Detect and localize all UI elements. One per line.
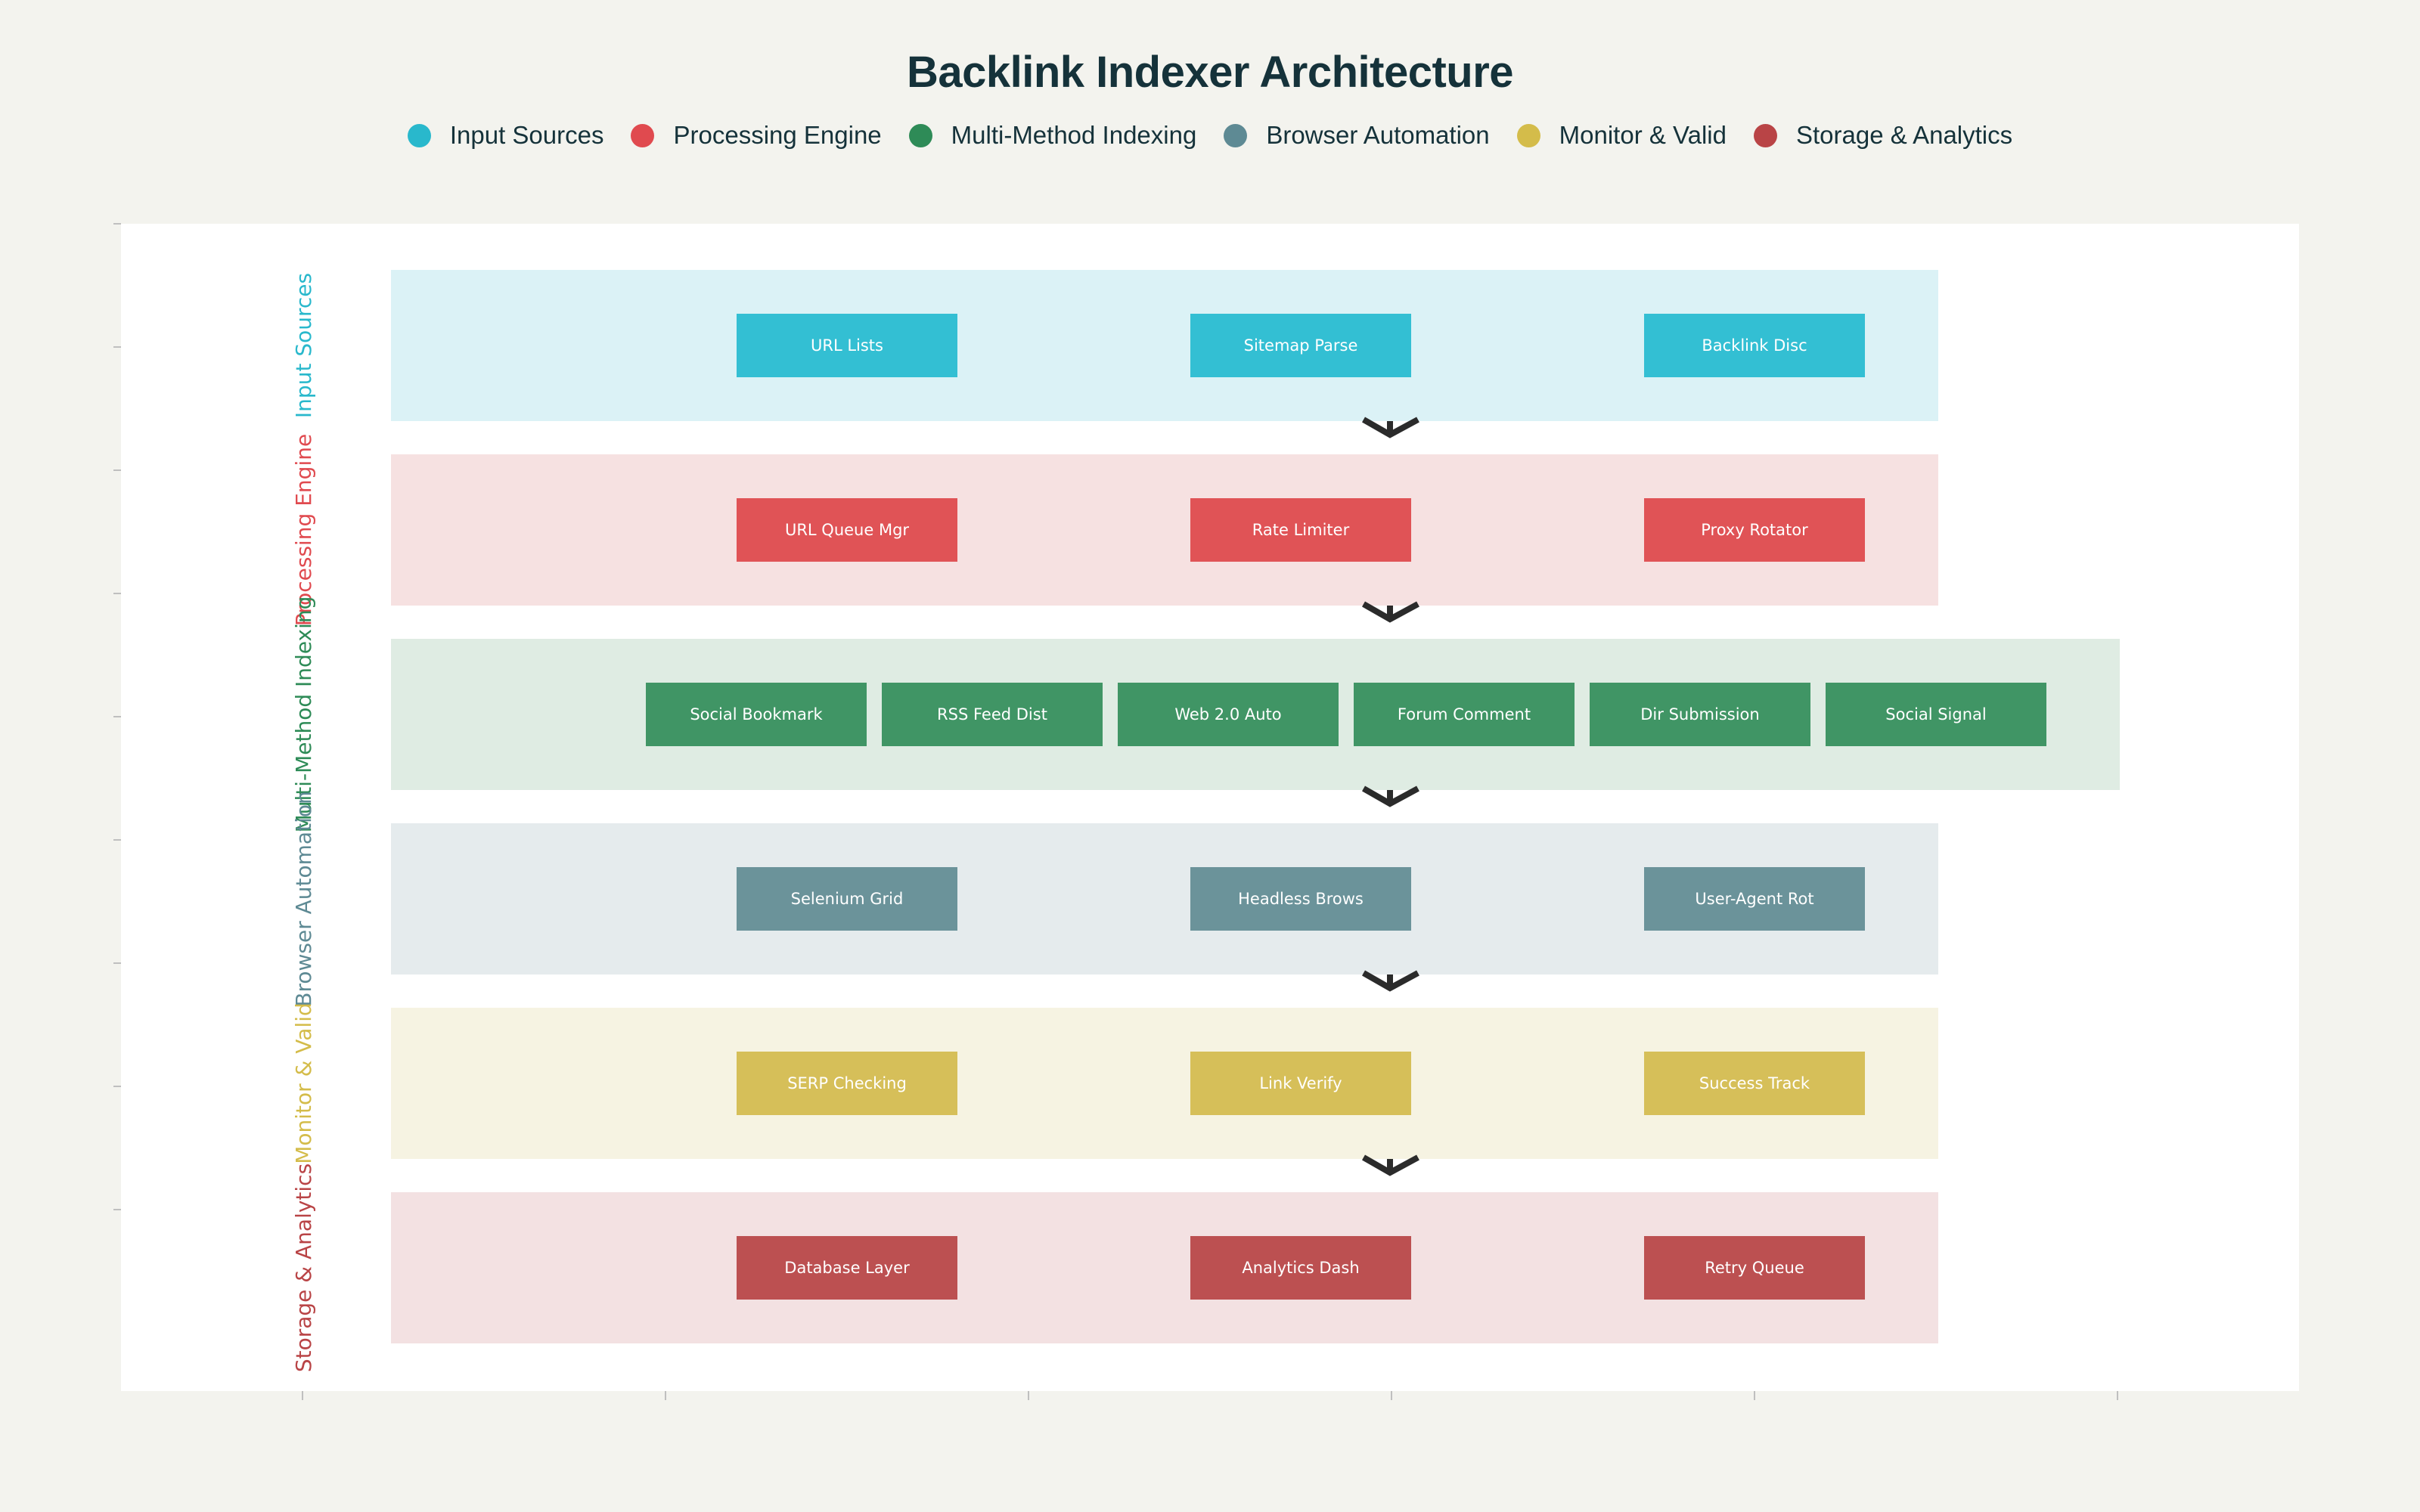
diagram-title: Backlink Indexer Architecture	[906, 48, 1514, 97]
component-box-analytics-dash	[1190, 1236, 1411, 1300]
component-label-url-lists: URL Lists	[811, 336, 883, 355]
component-box-success-track	[1644, 1052, 1865, 1115]
component-box-social-bookmark	[646, 683, 867, 746]
component-box-rss-feed-dist	[882, 683, 1103, 746]
legend-item-monitor-valid[interactable]: Monitor & Valid	[1516, 121, 1727, 150]
component-label-sitemap-parse: Sitemap Parse	[1244, 336, 1358, 355]
component-box-selenium-grid	[737, 867, 957, 931]
component-box-url-queue-mgr	[737, 498, 957, 562]
component-label-rss-feed-dist: RSS Feed Dist	[937, 705, 1047, 723]
legend-marker	[631, 123, 655, 147]
component-label-rate-limiter: Rate Limiter	[1252, 521, 1350, 539]
component-box-url-lists	[737, 314, 957, 377]
legend-marker	[1753, 123, 1777, 147]
component-box-user-agent-rot	[1644, 867, 1865, 931]
component-label-link-verify: Link Verify	[1259, 1074, 1342, 1092]
legend-label: Multi-Method Indexing	[951, 121, 1197, 149]
legend-marker	[1516, 123, 1540, 147]
legend-marker	[1224, 123, 1248, 147]
component-label-backlink-disc: Backlink Disc	[1702, 336, 1807, 355]
component-box-headless-brows	[1190, 867, 1411, 931]
component-label-selenium-grid: Selenium Grid	[791, 890, 904, 908]
component-box-database-layer	[737, 1236, 957, 1300]
legend-item-browser-automation[interactable]: Browser Automation	[1224, 121, 1490, 150]
component-box-backlink-disc	[1644, 314, 1865, 377]
legend-item-input-sources[interactable]: Input Sources	[407, 121, 604, 150]
layer-axis-label-storage-and-analytics: Storage & Analytics	[291, 1163, 316, 1372]
component-box-retry-queue	[1644, 1236, 1865, 1300]
component-label-analytics-dash: Analytics Dash	[1242, 1259, 1359, 1277]
component-box-serp-checking	[737, 1052, 957, 1115]
layer-axis-label-monitor-and-valid: Monitor & Valid	[291, 1002, 316, 1164]
legend: Input Sources Processing Engine Multi-Me…	[0, 121, 2420, 150]
component-label-user-agent-rot: User-Agent Rot	[1695, 890, 1813, 908]
component-box-link-verify	[1190, 1052, 1411, 1115]
component-label-serp-checking: SERP Checking	[787, 1074, 907, 1092]
component-label-success-track: Success Track	[1699, 1074, 1810, 1092]
layer-axis-label-browser-automation: Browser Automation	[291, 791, 316, 1006]
component-label-url-queue-mgr: URL Queue Mgr	[785, 521, 909, 539]
component-label-proxy-rotator: Proxy Rotator	[1701, 521, 1808, 539]
component-box-rate-limiter	[1190, 498, 1411, 562]
component-box-social-signal	[1826, 683, 2046, 746]
component-label-retry-queue: Retry Queue	[1705, 1259, 1804, 1277]
legend-label: Browser Automation	[1266, 121, 1490, 149]
component-box-proxy-rotator	[1644, 498, 1865, 562]
component-label-dir-submission: Dir Submission	[1640, 705, 1759, 723]
layer-axis-label-multi-method-indexing: Multi-Method Indexing	[291, 596, 316, 833]
legend-label: Processing Engine	[673, 121, 882, 149]
layer-axis-label-processing-engine: Processing Engine	[291, 434, 316, 626]
legend-item-processing-engine[interactable]: Processing Engine	[631, 121, 882, 150]
component-box-sitemap-parse	[1190, 314, 1411, 377]
legend-marker	[407, 123, 431, 147]
component-label-web-2-0-auto: Web 2.0 Auto	[1174, 705, 1281, 723]
legend-label: Input Sources	[449, 121, 604, 149]
layer-axis-label-input-sources: Input Sources	[291, 273, 316, 418]
component-label-headless-brows: Headless Brows	[1238, 890, 1364, 908]
component-box-dir-submission	[1590, 683, 1810, 746]
legend-item-storage-analytics[interactable]: Storage & Analytics	[1753, 121, 2013, 150]
component-box-forum-comment	[1354, 683, 1575, 746]
legend-item-multi-method-indexing[interactable]: Multi-Method Indexing	[908, 121, 1197, 150]
component-label-social-signal: Social Signal	[1885, 705, 1986, 723]
component-label-database-layer: Database Layer	[784, 1259, 910, 1277]
legend-label: Storage & Analytics	[1795, 121, 2013, 149]
component-label-social-bookmark: Social Bookmark	[690, 705, 823, 723]
legend-label: Monitor & Valid	[1559, 121, 1727, 149]
component-label-forum-comment: Forum Comment	[1398, 705, 1531, 723]
legend-marker	[908, 123, 932, 147]
component-box-web-2-0-auto	[1118, 683, 1339, 746]
